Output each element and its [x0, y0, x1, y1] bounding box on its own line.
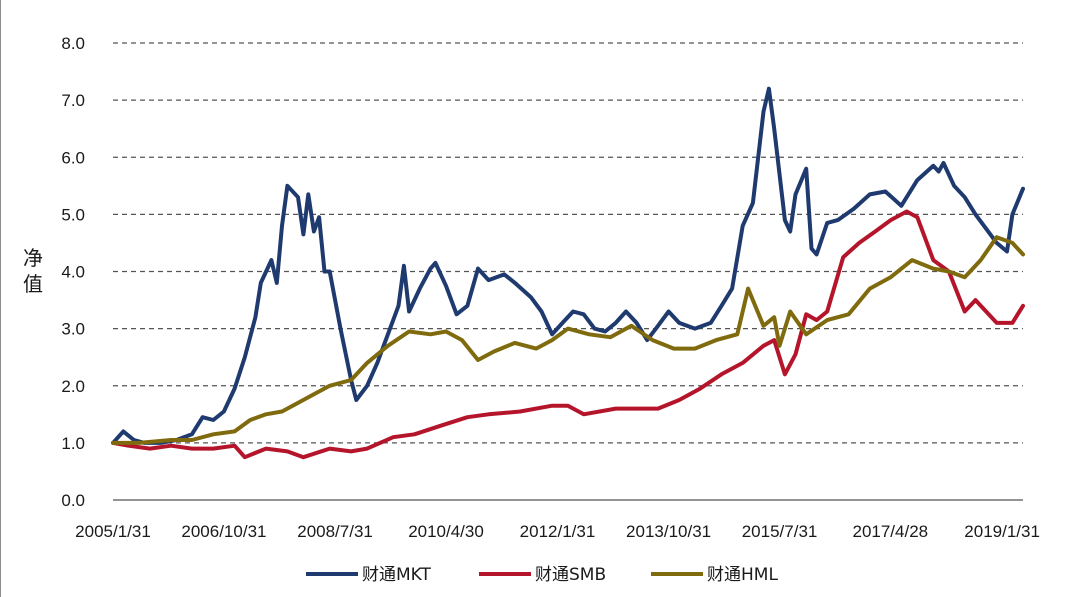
series-line	[111, 86, 1025, 445]
x-tick-label: 2017/4/28	[852, 522, 928, 541]
y-tick-label: 2.0	[61, 377, 85, 396]
y-tick-label: 7.0	[61, 91, 85, 110]
x-tick-label: 2013/10/31	[626, 522, 711, 541]
x-tick-label: 2010/4/30	[408, 522, 484, 541]
grid-lines	[113, 42, 1023, 501]
y-axis-label-char: 值	[23, 272, 43, 296]
y-tick-label: 5.0	[61, 205, 85, 224]
x-tick-label: 2015/7/31	[742, 522, 818, 541]
x-tick-label: 2006/10/31	[181, 522, 266, 541]
x-tick-label: 2005/1/31	[75, 522, 151, 541]
x-tick-label: 2008/7/31	[297, 522, 373, 541]
y-axis-label-char: 净	[23, 246, 43, 270]
y-tick-label: 1.0	[61, 434, 85, 453]
y-tick-label: 6.0	[61, 148, 85, 167]
series-line	[111, 235, 1025, 445]
y-axis-label: 净值	[23, 246, 43, 296]
legend-label: 财通HML	[707, 565, 778, 585]
y-tick-label: 4.0	[61, 263, 85, 282]
x-axis: 2005/1/31 2006/10/31 2008/7/31 2010/4/30 201…	[75, 522, 1040, 541]
legend: 财通MKT 财通SMB 财通HML	[306, 565, 778, 585]
x-tick-label: 2019/1/31	[964, 522, 1040, 541]
y-tick-label: 0.0	[61, 491, 85, 510]
legend-item: 财通SMB	[479, 565, 606, 585]
series-lines	[111, 86, 1025, 460]
y-tick-label: 8.0	[61, 34, 85, 53]
legend-label: 财通MKT	[362, 565, 431, 585]
y-tick-label: 3.0	[61, 320, 85, 339]
x-tick-label: 2012/1/31	[520, 522, 596, 541]
legend-item: 财通HML	[651, 565, 778, 585]
legend-label: 财通SMB	[535, 565, 606, 585]
legend-item: 财通MKT	[306, 565, 431, 585]
y-axis: 0.0 1.0 2.0 3.0 4.0 5.0 6.0 7.0 8.0	[61, 34, 85, 510]
series-line	[111, 209, 1025, 460]
